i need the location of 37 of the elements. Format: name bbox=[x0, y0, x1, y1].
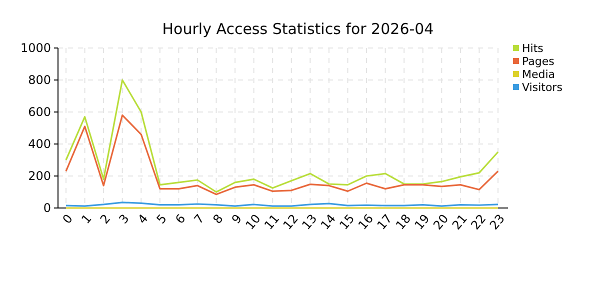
x-tick-label: 0 bbox=[60, 212, 76, 226]
x-tick-label: 20 bbox=[430, 212, 452, 232]
y-tick-label: 1000 bbox=[20, 41, 51, 56]
x-tick-label: 4 bbox=[135, 212, 151, 226]
x-tick-label: 6 bbox=[172, 212, 188, 226]
x-tick-label: 16 bbox=[355, 212, 376, 232]
x-tick-label: 23 bbox=[486, 212, 508, 232]
legend-label: Pages bbox=[522, 54, 555, 68]
x-tick-label: 13 bbox=[299, 212, 320, 232]
chart-title: Hourly Access Statistics for 2026-04 bbox=[162, 20, 434, 38]
x-tick-label: 1 bbox=[78, 212, 94, 226]
x-tick-label: 22 bbox=[468, 212, 489, 232]
x-tick-label: 8 bbox=[210, 212, 226, 226]
x-tick-label: 5 bbox=[154, 212, 170, 226]
y-tick-label: 600 bbox=[28, 105, 51, 120]
x-tick-label: 7 bbox=[191, 212, 207, 226]
y-tick-label: 200 bbox=[28, 169, 51, 184]
legend-label: Hits bbox=[522, 42, 544, 55]
legend-label: Media bbox=[522, 68, 556, 81]
x-tick-label: 15 bbox=[336, 212, 358, 232]
x-tick-label: 14 bbox=[318, 212, 338, 232]
x-tick-label: 17 bbox=[374, 212, 395, 232]
x-tick-label: 10 bbox=[242, 212, 264, 232]
y-tick-label: 0 bbox=[43, 201, 51, 216]
legend-label: Visitors bbox=[522, 80, 563, 94]
x-tick-label: 11 bbox=[262, 212, 282, 232]
x-tick-label: 21 bbox=[449, 212, 470, 232]
y-tick-label: 800 bbox=[28, 73, 51, 88]
x-tick-label: 2 bbox=[97, 212, 114, 226]
x-tick-label: 3 bbox=[116, 212, 132, 226]
line-series bbox=[65, 114, 499, 196]
x-tick-label: 18 bbox=[393, 212, 414, 232]
x-tick-label: 12 bbox=[280, 212, 301, 232]
x-tick-label: 9 bbox=[228, 212, 245, 226]
line-series bbox=[65, 79, 499, 193]
x-tick-label: 19 bbox=[412, 212, 432, 232]
y-tick-label: 400 bbox=[28, 137, 51, 152]
